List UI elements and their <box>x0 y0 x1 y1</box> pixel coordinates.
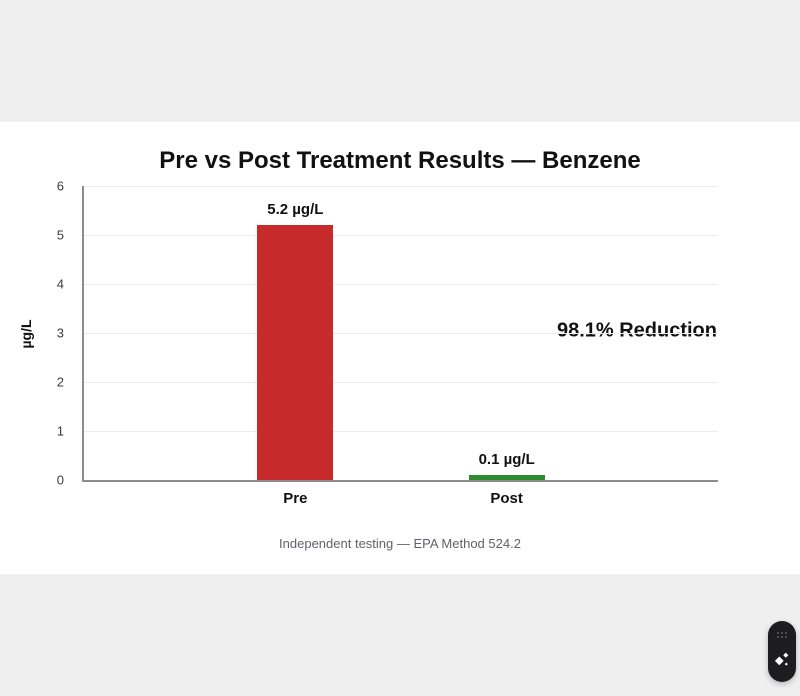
top-spacer-band <box>0 0 800 122</box>
gridline <box>84 333 718 334</box>
gridline <box>84 186 718 187</box>
bar-post <box>468 475 545 480</box>
y-tick-label: 2 <box>56 374 64 390</box>
y-tick-label: 6 <box>56 178 64 194</box>
bar-pre <box>257 225 334 480</box>
gridline <box>84 235 718 236</box>
plot-area: 98.1% Reduction 0 1 2 3 4 5 6 5.2 µg/L Pre 0.1 µg… <box>57 179 718 507</box>
gridline <box>84 284 718 285</box>
chart-caption: Independent testing — EPA Method 524.2 <box>279 536 521 551</box>
x-category-label: Post <box>490 490 523 507</box>
bar-value-label: 0.1 µg/L <box>478 451 535 469</box>
gridline <box>84 382 718 383</box>
reduction-annotation: 98.1% Reduction <box>556 319 717 342</box>
x-category-label: Pre <box>283 490 308 507</box>
y-tick-label: 4 <box>56 276 64 292</box>
grip-dots-icon[interactable] <box>777 632 787 638</box>
gridline <box>84 431 718 432</box>
bottom-spacer-band <box>0 574 800 696</box>
y-tick-label: 0 <box>56 472 64 488</box>
y-tick-label: 5 <box>56 227 64 243</box>
assistant-widget[interactable] <box>768 621 796 682</box>
y-tick-label: 1 <box>56 423 64 439</box>
chart-title: Pre vs Post Treatment Results — Benzene <box>159 147 641 175</box>
y-tick-label: 3 <box>56 325 64 341</box>
y-axis-label: µg/L <box>18 319 34 349</box>
bar-value-label: 5.2 µg/L <box>267 201 324 219</box>
sparkle-icon[interactable] <box>773 651 791 669</box>
